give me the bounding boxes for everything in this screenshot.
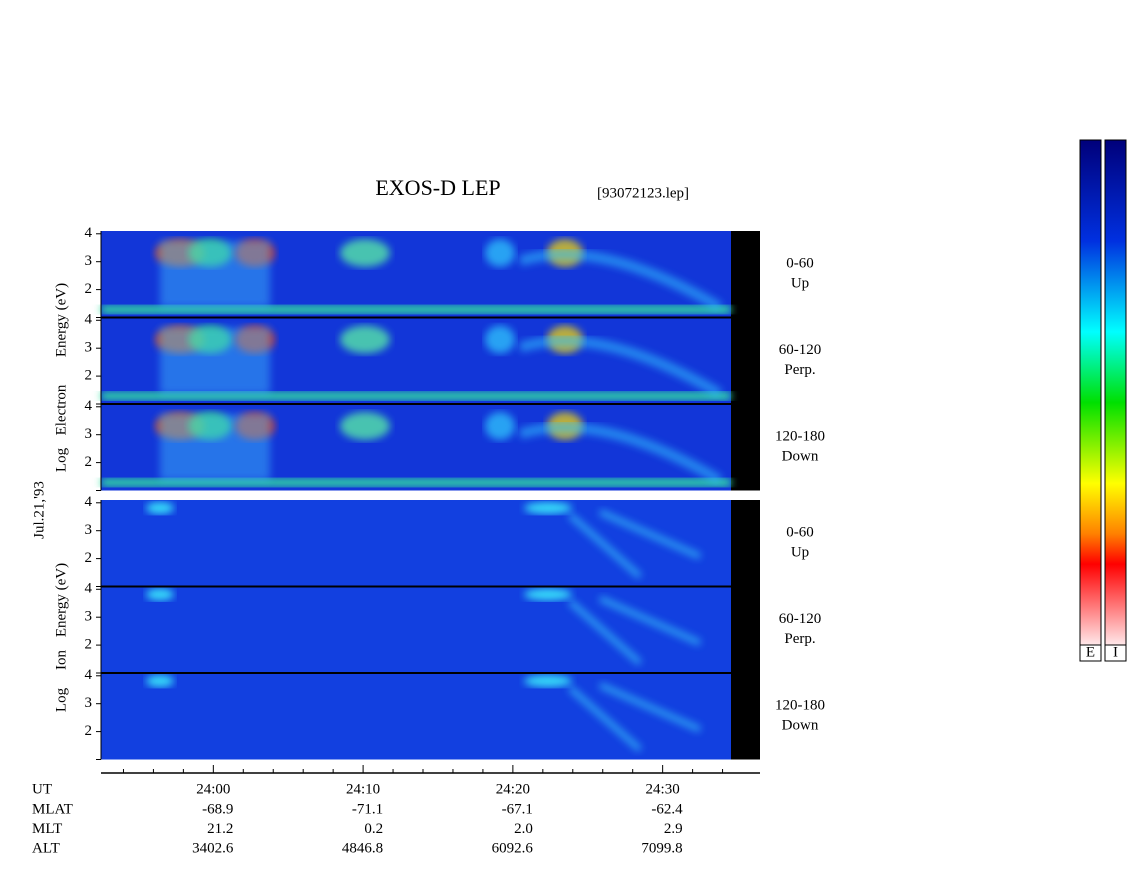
ephemeris-value: 21.2 — [207, 821, 233, 837]
colorbar — [1104, 139, 1127, 646]
texture — [101, 305, 731, 314]
y-tick-label: 4 — [85, 225, 93, 241]
y-tick-label: 4 — [85, 581, 93, 597]
direction-label: Perp. — [784, 362, 815, 378]
x-tick-label: 24:20 — [496, 781, 530, 797]
y-tick-label: 2 — [85, 368, 93, 384]
texture — [524, 675, 572, 687]
y-tick-label: 2 — [85, 454, 93, 470]
ephemeris-value: 4846.8 — [342, 840, 383, 856]
spectrogram-background — [101, 500, 731, 760]
ephemeris-value: -71.1 — [352, 801, 383, 817]
texture — [101, 478, 731, 487]
y-axis-label: Energy (eV) — [53, 283, 69, 357]
texture — [568, 595, 702, 666]
colorbar-label-box — [1079, 644, 1102, 662]
ephemeris-value: 7099.8 — [641, 840, 682, 856]
y-tick-label: 2 — [85, 281, 93, 297]
texture — [485, 325, 515, 354]
colorbar — [1079, 139, 1102, 646]
date-label: Jul.21,'93 — [31, 481, 47, 539]
texture — [146, 502, 174, 514]
texture — [146, 588, 174, 601]
y-axis-label: Ion — [53, 650, 69, 670]
y-tick-label: 3 — [85, 253, 93, 269]
colorbar-label: I — [1113, 644, 1118, 660]
y-axis-label: Electron — [53, 384, 69, 435]
texture — [568, 682, 702, 752]
direction-label: Up — [791, 545, 809, 561]
y-tick-label: 3 — [85, 609, 93, 625]
ephemeris-value: -62.4 — [651, 801, 683, 817]
ephemeris-value: 3402.6 — [192, 840, 234, 856]
texture — [160, 241, 270, 308]
pitch-label: 0-60 — [786, 256, 814, 272]
pitch-label: 60-120 — [779, 342, 822, 358]
texture — [340, 325, 390, 354]
texture — [160, 327, 270, 394]
texture — [568, 509, 702, 579]
y-tick-label: 2 — [85, 723, 93, 739]
y-tick-label: 2 — [85, 637, 93, 653]
texture — [340, 412, 390, 440]
texture — [340, 239, 390, 267]
x-tick-label: 24:10 — [346, 781, 380, 797]
ephemeris-value: -68.9 — [202, 801, 233, 817]
y-tick-label: 3 — [85, 695, 93, 711]
texture — [101, 392, 731, 400]
texture — [146, 675, 174, 687]
texture — [485, 412, 515, 440]
pitch-label: 0-60 — [786, 525, 814, 541]
texture — [524, 588, 572, 601]
row-label: ALT — [32, 840, 60, 856]
pitch-label: 120-180 — [775, 429, 825, 445]
ephemeris-value: 6092.6 — [492, 840, 534, 856]
texture — [518, 422, 723, 485]
direction-label: Down — [782, 718, 819, 734]
y-tick-label: 4 — [85, 667, 93, 683]
file-label: [93072123.lep] — [597, 185, 689, 201]
x-tick-label: 24:30 — [646, 781, 680, 797]
texture — [524, 502, 572, 514]
data-gap — [731, 500, 760, 760]
y-tick-label: 2 — [85, 550, 93, 566]
ephemeris-value: -67.1 — [502, 801, 533, 817]
data-gap — [731, 231, 760, 491]
colorbar-label-box — [1104, 644, 1127, 662]
ephemeris-value: 0.2 — [364, 821, 383, 837]
ephemeris-value: 2.9 — [664, 821, 683, 837]
pitch-label: 120-180 — [775, 698, 825, 714]
chart-title: EXOS-D LEP — [375, 175, 500, 200]
x-tick-label: 24:00 — [196, 781, 230, 797]
texture — [160, 414, 270, 481]
texture — [518, 336, 723, 399]
colorbar-label: E — [1086, 644, 1095, 660]
direction-label: Perp. — [784, 631, 815, 647]
texture — [518, 249, 723, 312]
row-label: UT — [32, 781, 52, 797]
y-tick-label: 3 — [85, 426, 93, 442]
y-axis-label: Log — [53, 447, 69, 472]
y-tick-label: 4 — [85, 312, 93, 328]
row-label: MLAT — [32, 801, 73, 817]
y-axis-label: Log — [53, 687, 69, 712]
row-label: MLT — [32, 821, 62, 837]
y-axis-label: Energy (eV) — [53, 563, 69, 637]
ephemeris-value: 2.0 — [514, 821, 533, 837]
y-tick-label: 3 — [85, 522, 93, 538]
texture — [485, 239, 515, 267]
direction-label: Up — [791, 276, 809, 292]
pitch-label: 60-120 — [779, 611, 822, 627]
y-tick-label: 3 — [85, 340, 93, 356]
y-tick-label: 4 — [85, 494, 93, 510]
direction-label: Down — [782, 449, 819, 465]
y-tick-label: 4 — [85, 398, 93, 414]
